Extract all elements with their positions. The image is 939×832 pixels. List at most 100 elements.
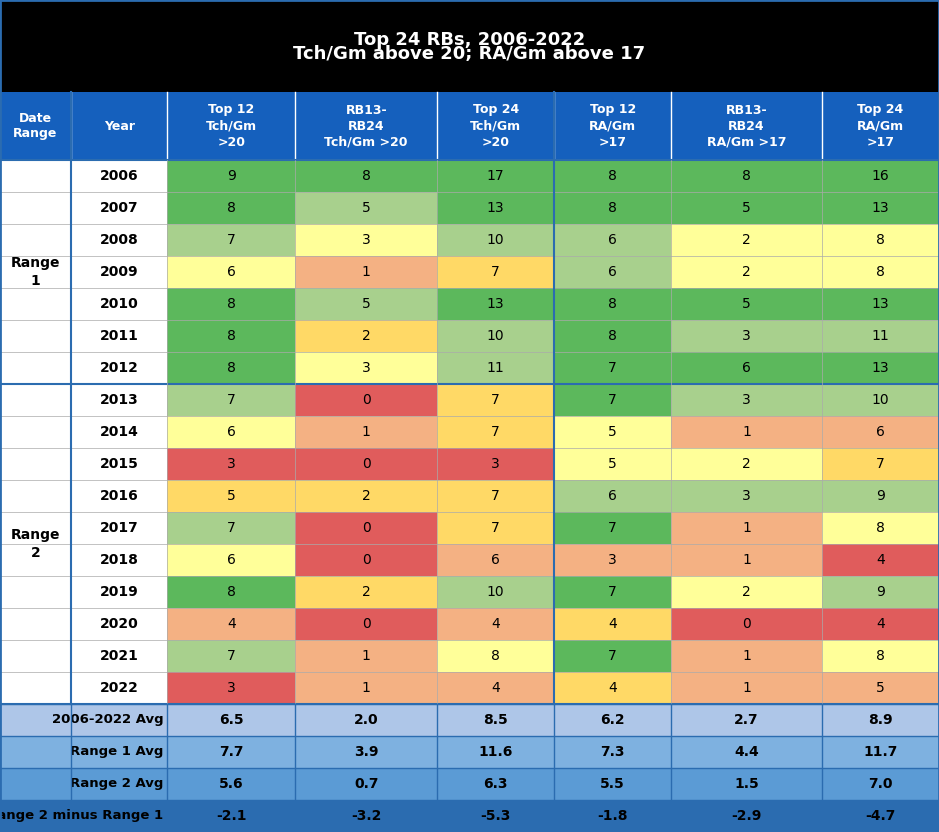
Text: 0: 0 <box>742 617 751 631</box>
Text: Top 24 RBs, 2006-2022: Top 24 RBs, 2006-2022 <box>354 31 585 49</box>
Bar <box>554 480 671 512</box>
Text: 8: 8 <box>608 329 617 343</box>
Bar <box>295 320 438 352</box>
Text: 2.0: 2.0 <box>354 713 378 727</box>
Text: 5: 5 <box>227 489 236 503</box>
Bar <box>0 160 71 384</box>
Text: 4: 4 <box>608 617 617 631</box>
Text: 3: 3 <box>742 393 751 407</box>
Bar <box>167 288 295 320</box>
Bar <box>438 320 554 352</box>
Text: Range 1 Avg: Range 1 Avg <box>69 745 163 759</box>
Text: 1: 1 <box>362 681 371 695</box>
Text: 3: 3 <box>491 457 500 471</box>
Bar <box>438 640 554 672</box>
Text: 0: 0 <box>362 393 371 407</box>
Bar <box>822 192 939 224</box>
Text: 1.5: 1.5 <box>734 777 759 791</box>
Text: 4.4: 4.4 <box>734 745 759 759</box>
Bar <box>0 704 939 736</box>
Bar <box>71 576 167 608</box>
Text: -3.2: -3.2 <box>351 809 381 823</box>
Bar <box>822 352 939 384</box>
Text: 10: 10 <box>487 585 504 599</box>
Bar <box>671 320 822 352</box>
Text: 2017: 2017 <box>100 521 139 535</box>
Bar <box>71 192 167 224</box>
Text: 2014: 2014 <box>100 425 139 439</box>
Text: Range
1: Range 1 <box>10 256 60 288</box>
Bar <box>671 480 822 512</box>
Bar <box>671 288 822 320</box>
Text: 8: 8 <box>362 169 371 183</box>
Bar <box>822 384 939 416</box>
Text: 2016: 2016 <box>100 489 139 503</box>
Text: 8: 8 <box>226 329 236 343</box>
Bar <box>295 352 438 384</box>
Text: 4: 4 <box>227 617 236 631</box>
Text: Top 12
RA/Gm
>17: Top 12 RA/Gm >17 <box>589 103 637 148</box>
Text: 11: 11 <box>871 329 889 343</box>
Text: 6: 6 <box>876 425 885 439</box>
Bar <box>295 160 438 192</box>
Text: 2010: 2010 <box>100 297 139 311</box>
Bar <box>671 672 822 704</box>
Text: 6: 6 <box>608 489 617 503</box>
Bar <box>438 672 554 704</box>
Text: -2.1: -2.1 <box>216 809 246 823</box>
Text: 2006-2022 Avg: 2006-2022 Avg <box>52 714 163 726</box>
Text: 8: 8 <box>226 201 236 215</box>
Bar <box>438 288 554 320</box>
Text: 2: 2 <box>742 265 751 279</box>
Bar <box>0 92 939 160</box>
Bar <box>822 480 939 512</box>
Text: 5: 5 <box>362 201 371 215</box>
Text: 6: 6 <box>608 265 617 279</box>
Bar <box>295 256 438 288</box>
Text: 5: 5 <box>742 297 751 311</box>
Text: 2020: 2020 <box>100 617 139 631</box>
Text: 0: 0 <box>362 521 371 535</box>
Text: 6.5: 6.5 <box>219 713 243 727</box>
Text: 5: 5 <box>362 297 371 311</box>
Bar <box>295 192 438 224</box>
Text: 3: 3 <box>227 681 236 695</box>
Text: 11: 11 <box>486 361 504 375</box>
Bar <box>671 640 822 672</box>
Text: -4.7: -4.7 <box>866 809 896 823</box>
Text: 8: 8 <box>876 649 885 663</box>
Bar <box>438 384 554 416</box>
Text: 8: 8 <box>608 169 617 183</box>
Text: 13: 13 <box>871 297 889 311</box>
Bar <box>71 224 167 256</box>
Text: 8: 8 <box>226 585 236 599</box>
Text: 2022: 2022 <box>100 681 139 695</box>
Text: 3: 3 <box>362 361 371 375</box>
Text: 3: 3 <box>227 457 236 471</box>
Text: 13: 13 <box>487 201 504 215</box>
Text: 17: 17 <box>487 169 504 183</box>
Bar <box>822 672 939 704</box>
Bar <box>295 576 438 608</box>
Bar <box>167 352 295 384</box>
Bar <box>822 256 939 288</box>
Text: 2008: 2008 <box>100 233 139 247</box>
Text: 2009: 2009 <box>100 265 138 279</box>
Text: 10: 10 <box>487 233 504 247</box>
Text: 5: 5 <box>608 425 617 439</box>
Bar <box>167 160 295 192</box>
Bar <box>554 448 671 480</box>
Text: 1: 1 <box>362 425 371 439</box>
Text: 9: 9 <box>876 489 885 503</box>
Text: Top 24
Tch/Gm
>20: Top 24 Tch/Gm >20 <box>470 103 521 148</box>
Text: -1.8: -1.8 <box>597 809 628 823</box>
Text: 7: 7 <box>227 521 236 535</box>
Bar <box>438 160 554 192</box>
Text: 2: 2 <box>742 233 751 247</box>
Bar <box>0 0 939 92</box>
Text: 7.3: 7.3 <box>600 745 625 759</box>
Text: 2011: 2011 <box>100 329 139 343</box>
Text: 10: 10 <box>487 329 504 343</box>
Bar <box>167 608 295 640</box>
Bar <box>167 192 295 224</box>
